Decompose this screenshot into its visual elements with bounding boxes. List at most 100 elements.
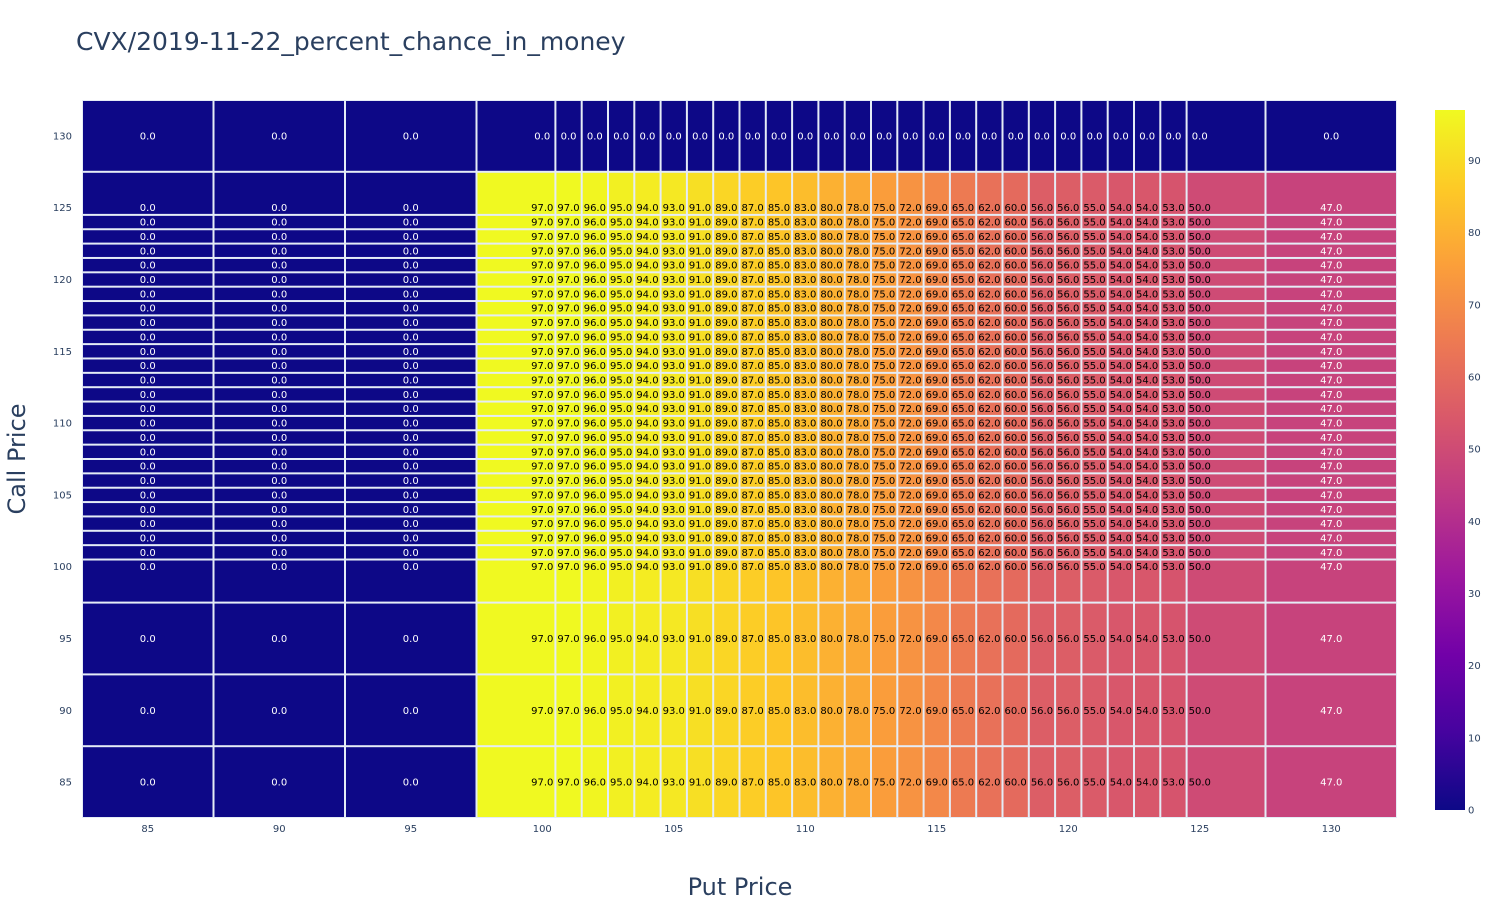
cell-value-label: 89.0 xyxy=(715,390,737,401)
cell-value-label: 75.0 xyxy=(873,347,895,358)
cell-value-label: 97.0 xyxy=(531,462,553,473)
heatmap-cell xyxy=(950,460,976,473)
cell-value-label: 91.0 xyxy=(689,376,711,387)
heatmap-cell xyxy=(83,402,213,415)
cell-value-label: 83.0 xyxy=(794,519,816,530)
cell-value-label: 50.0 xyxy=(1189,562,1211,573)
cell-value-label: 94.0 xyxy=(636,275,658,286)
heatmap-cell xyxy=(1161,747,1186,817)
heatmap-cell xyxy=(635,388,660,401)
heatmap-cell xyxy=(83,287,213,301)
cell-value-label: 50.0 xyxy=(1189,332,1211,343)
cell-value-label: 94.0 xyxy=(636,390,658,401)
cell-value-label: 56.0 xyxy=(1057,361,1079,372)
cell-value-label: 97.0 xyxy=(557,533,579,544)
cell-value-label: 91.0 xyxy=(689,447,711,458)
heatmap-cell xyxy=(819,345,844,358)
heatmap-cell xyxy=(714,359,739,372)
cell-value-label: 56.0 xyxy=(1031,462,1053,473)
heatmap-cell xyxy=(714,345,739,358)
cell-value-label: 95.0 xyxy=(610,376,632,387)
cell-value-label: 75.0 xyxy=(873,246,895,257)
cell-value-label: 85.0 xyxy=(768,505,790,516)
x-tick-label: 95 xyxy=(404,824,417,835)
heatmap-cell xyxy=(1135,345,1160,358)
heatmap-cell xyxy=(556,273,581,286)
cell-value-label: 97.0 xyxy=(531,490,553,501)
heatmap-cell xyxy=(819,273,844,286)
cell-value-label: 56.0 xyxy=(1057,347,1079,358)
cell-value-label: 94.0 xyxy=(636,706,658,717)
heatmap-cell xyxy=(977,402,1002,415)
heatmap-cell xyxy=(740,445,765,458)
cell-value-label: 54.0 xyxy=(1136,289,1158,300)
cell-value-label: 91.0 xyxy=(689,203,711,214)
cell-value-label: 97.0 xyxy=(531,232,553,243)
cell-value-label: 56.0 xyxy=(1057,462,1079,473)
heatmap-cell xyxy=(793,359,818,372)
heatmap-cell xyxy=(1187,359,1265,372)
heatmap-cell xyxy=(1003,215,1028,229)
heatmap-cell xyxy=(346,517,476,530)
cell-value-label: 85.0 xyxy=(768,404,790,415)
heatmap-cell xyxy=(1187,215,1265,229)
heatmap-cell xyxy=(1187,244,1265,257)
heatmap-cell xyxy=(1266,474,1396,487)
cell-value-label: 75.0 xyxy=(873,218,895,229)
heatmap-cell xyxy=(714,230,739,243)
heatmap-cell xyxy=(477,258,555,272)
cell-value-label: 65.0 xyxy=(952,433,974,444)
heatmap-cell xyxy=(1082,546,1107,559)
heatmap-cell xyxy=(635,287,660,301)
heatmap-cell xyxy=(687,747,713,817)
heatmap-cell xyxy=(556,402,581,415)
heatmap-cell xyxy=(687,345,713,358)
heatmap-cell xyxy=(1161,531,1186,545)
heatmap-cell xyxy=(924,675,949,746)
heatmap-cell xyxy=(477,244,555,257)
cell-value-label: 89.0 xyxy=(715,562,737,573)
cell-value-label: 96.0 xyxy=(584,706,606,717)
heatmap-cell xyxy=(635,359,660,372)
heatmap-cell xyxy=(582,445,607,458)
heatmap-cell xyxy=(1108,302,1133,315)
heatmap-cell xyxy=(1266,345,1396,358)
heatmap-cell xyxy=(582,373,607,387)
heatmap-cell xyxy=(556,474,581,487)
heatmap-cell xyxy=(687,474,713,487)
heatmap-cell xyxy=(1082,316,1107,329)
heatmap-cell xyxy=(687,101,713,171)
heatmap-cell xyxy=(1003,345,1028,358)
cell-value-label: 56.0 xyxy=(1031,332,1053,343)
heatmap-cell xyxy=(924,416,949,430)
heatmap-cell xyxy=(766,431,792,444)
cell-value-label: 53.0 xyxy=(1162,462,1184,473)
heatmap-cell xyxy=(477,316,555,329)
heatmap-cell xyxy=(766,675,792,746)
heatmap-cell xyxy=(346,215,476,229)
heatmap-cell xyxy=(582,287,607,301)
cell-value-label: 60.0 xyxy=(1005,289,1027,300)
heatmap-cell xyxy=(977,101,1002,171)
cell-value-label: 80.0 xyxy=(820,318,842,329)
heatmap-cell xyxy=(477,675,555,746)
heatmap-cell xyxy=(214,302,344,315)
heatmap-cell xyxy=(740,244,765,257)
cell-value-label: 83.0 xyxy=(794,376,816,387)
cell-value-label: 50.0 xyxy=(1189,447,1211,458)
cell-value-label: 87.0 xyxy=(742,419,764,430)
heatmap-cell xyxy=(1029,101,1055,171)
cell-value-label: 78.0 xyxy=(847,203,869,214)
cell-value-label: 97.0 xyxy=(557,289,579,300)
cell-value-label: 97.0 xyxy=(531,376,553,387)
cell-value-label: 94.0 xyxy=(636,419,658,430)
cell-value-label: 55.0 xyxy=(1083,778,1105,789)
cell-value-label: 89.0 xyxy=(715,289,737,300)
cell-value-label: 56.0 xyxy=(1031,304,1053,315)
heatmap-cell xyxy=(477,531,555,545)
cell-value-label: 94.0 xyxy=(636,218,658,229)
heatmap-cell xyxy=(661,445,686,458)
cell-value-label: 72.0 xyxy=(899,706,921,717)
heatmap-cell xyxy=(609,215,634,229)
heatmap-cell xyxy=(582,474,607,487)
